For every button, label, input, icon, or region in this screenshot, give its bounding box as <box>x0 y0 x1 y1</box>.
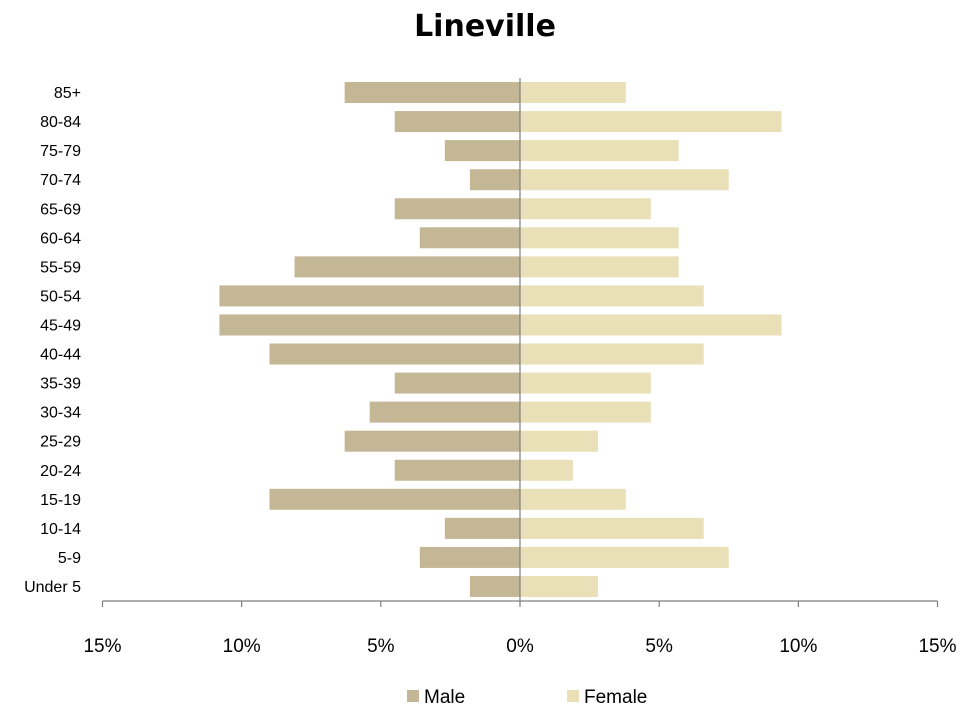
male-bar <box>344 430 520 452</box>
female-bar <box>520 488 626 510</box>
male-bar <box>394 198 520 220</box>
legend-label-male: Male <box>424 687 465 708</box>
female-bar <box>520 401 651 423</box>
category-label: 30-34 <box>40 405 81 422</box>
female-bar <box>520 343 704 365</box>
category-label: 60-64 <box>40 230 81 247</box>
female-bar <box>520 285 704 307</box>
category-label: 20-24 <box>40 463 81 480</box>
male-bars <box>219 82 520 597</box>
category-label: 45-49 <box>40 317 81 334</box>
x-tick-label: 15% <box>83 636 121 657</box>
category-label: 75-79 <box>40 143 81 160</box>
male-bar <box>344 82 520 104</box>
female-bar <box>520 517 704 539</box>
category-label: 65-69 <box>40 201 81 218</box>
category-label: 85+ <box>54 85 81 102</box>
legend-swatch-male <box>407 690 419 702</box>
category-label: 50-54 <box>40 288 81 305</box>
female-bar <box>520 372 651 394</box>
male-bar <box>269 343 520 365</box>
category-label: 15-19 <box>40 492 81 509</box>
female-bar <box>520 198 651 220</box>
category-label: 55-59 <box>40 259 81 276</box>
category-label: 10-14 <box>40 521 81 538</box>
x-tick-label: 15% <box>918 636 956 657</box>
x-axis: 15% 10% 5% 0% 5% 10% 15% <box>83 600 957 657</box>
female-bar <box>520 575 598 597</box>
female-bar <box>520 314 782 336</box>
female-bar <box>520 430 598 452</box>
chart-title: Lineville <box>414 9 556 44</box>
female-bar <box>520 459 573 481</box>
male-bar <box>219 285 520 307</box>
x-tick-label: 10% <box>779 636 817 657</box>
category-label: 80-84 <box>40 114 81 131</box>
legend-swatch-female <box>567 690 579 702</box>
male-bar <box>369 401 520 423</box>
category-labels: 85+ 80-84 75-79 70-74 65-69 60-64 55-59 50-54 45… <box>24 85 81 596</box>
female-bar <box>520 256 679 278</box>
category-label: 70-74 <box>40 172 81 189</box>
male-bar <box>394 459 520 481</box>
male-bar <box>219 314 520 336</box>
male-bar <box>394 372 520 394</box>
male-bar <box>419 227 520 249</box>
x-tick-label: 5% <box>645 636 673 657</box>
category-label: 40-44 <box>40 347 81 364</box>
female-bar <box>520 111 782 133</box>
male-bar <box>394 111 520 133</box>
legend-label-female: Female <box>584 687 647 708</box>
category-label: 25-29 <box>40 434 81 451</box>
female-bars <box>520 82 782 597</box>
female-bar <box>520 169 729 191</box>
male-bar <box>419 546 520 568</box>
male-bar <box>469 575 520 597</box>
male-bar <box>294 256 520 278</box>
legend: Male Female <box>407 687 647 708</box>
category-label: 5-9 <box>58 550 81 567</box>
female-bar <box>520 546 729 568</box>
male-bar <box>444 140 520 162</box>
male-bar <box>444 517 520 539</box>
x-tick-label: 5% <box>367 636 395 657</box>
male-bar <box>469 169 520 191</box>
male-bar <box>269 488 520 510</box>
category-label: Under 5 <box>24 579 81 596</box>
female-bar <box>520 82 626 104</box>
x-tick-label: 10% <box>223 636 261 657</box>
female-bar <box>520 227 679 249</box>
category-label: 35-39 <box>40 376 81 393</box>
x-tick-label: 0% <box>506 636 534 657</box>
female-bar <box>520 140 679 162</box>
